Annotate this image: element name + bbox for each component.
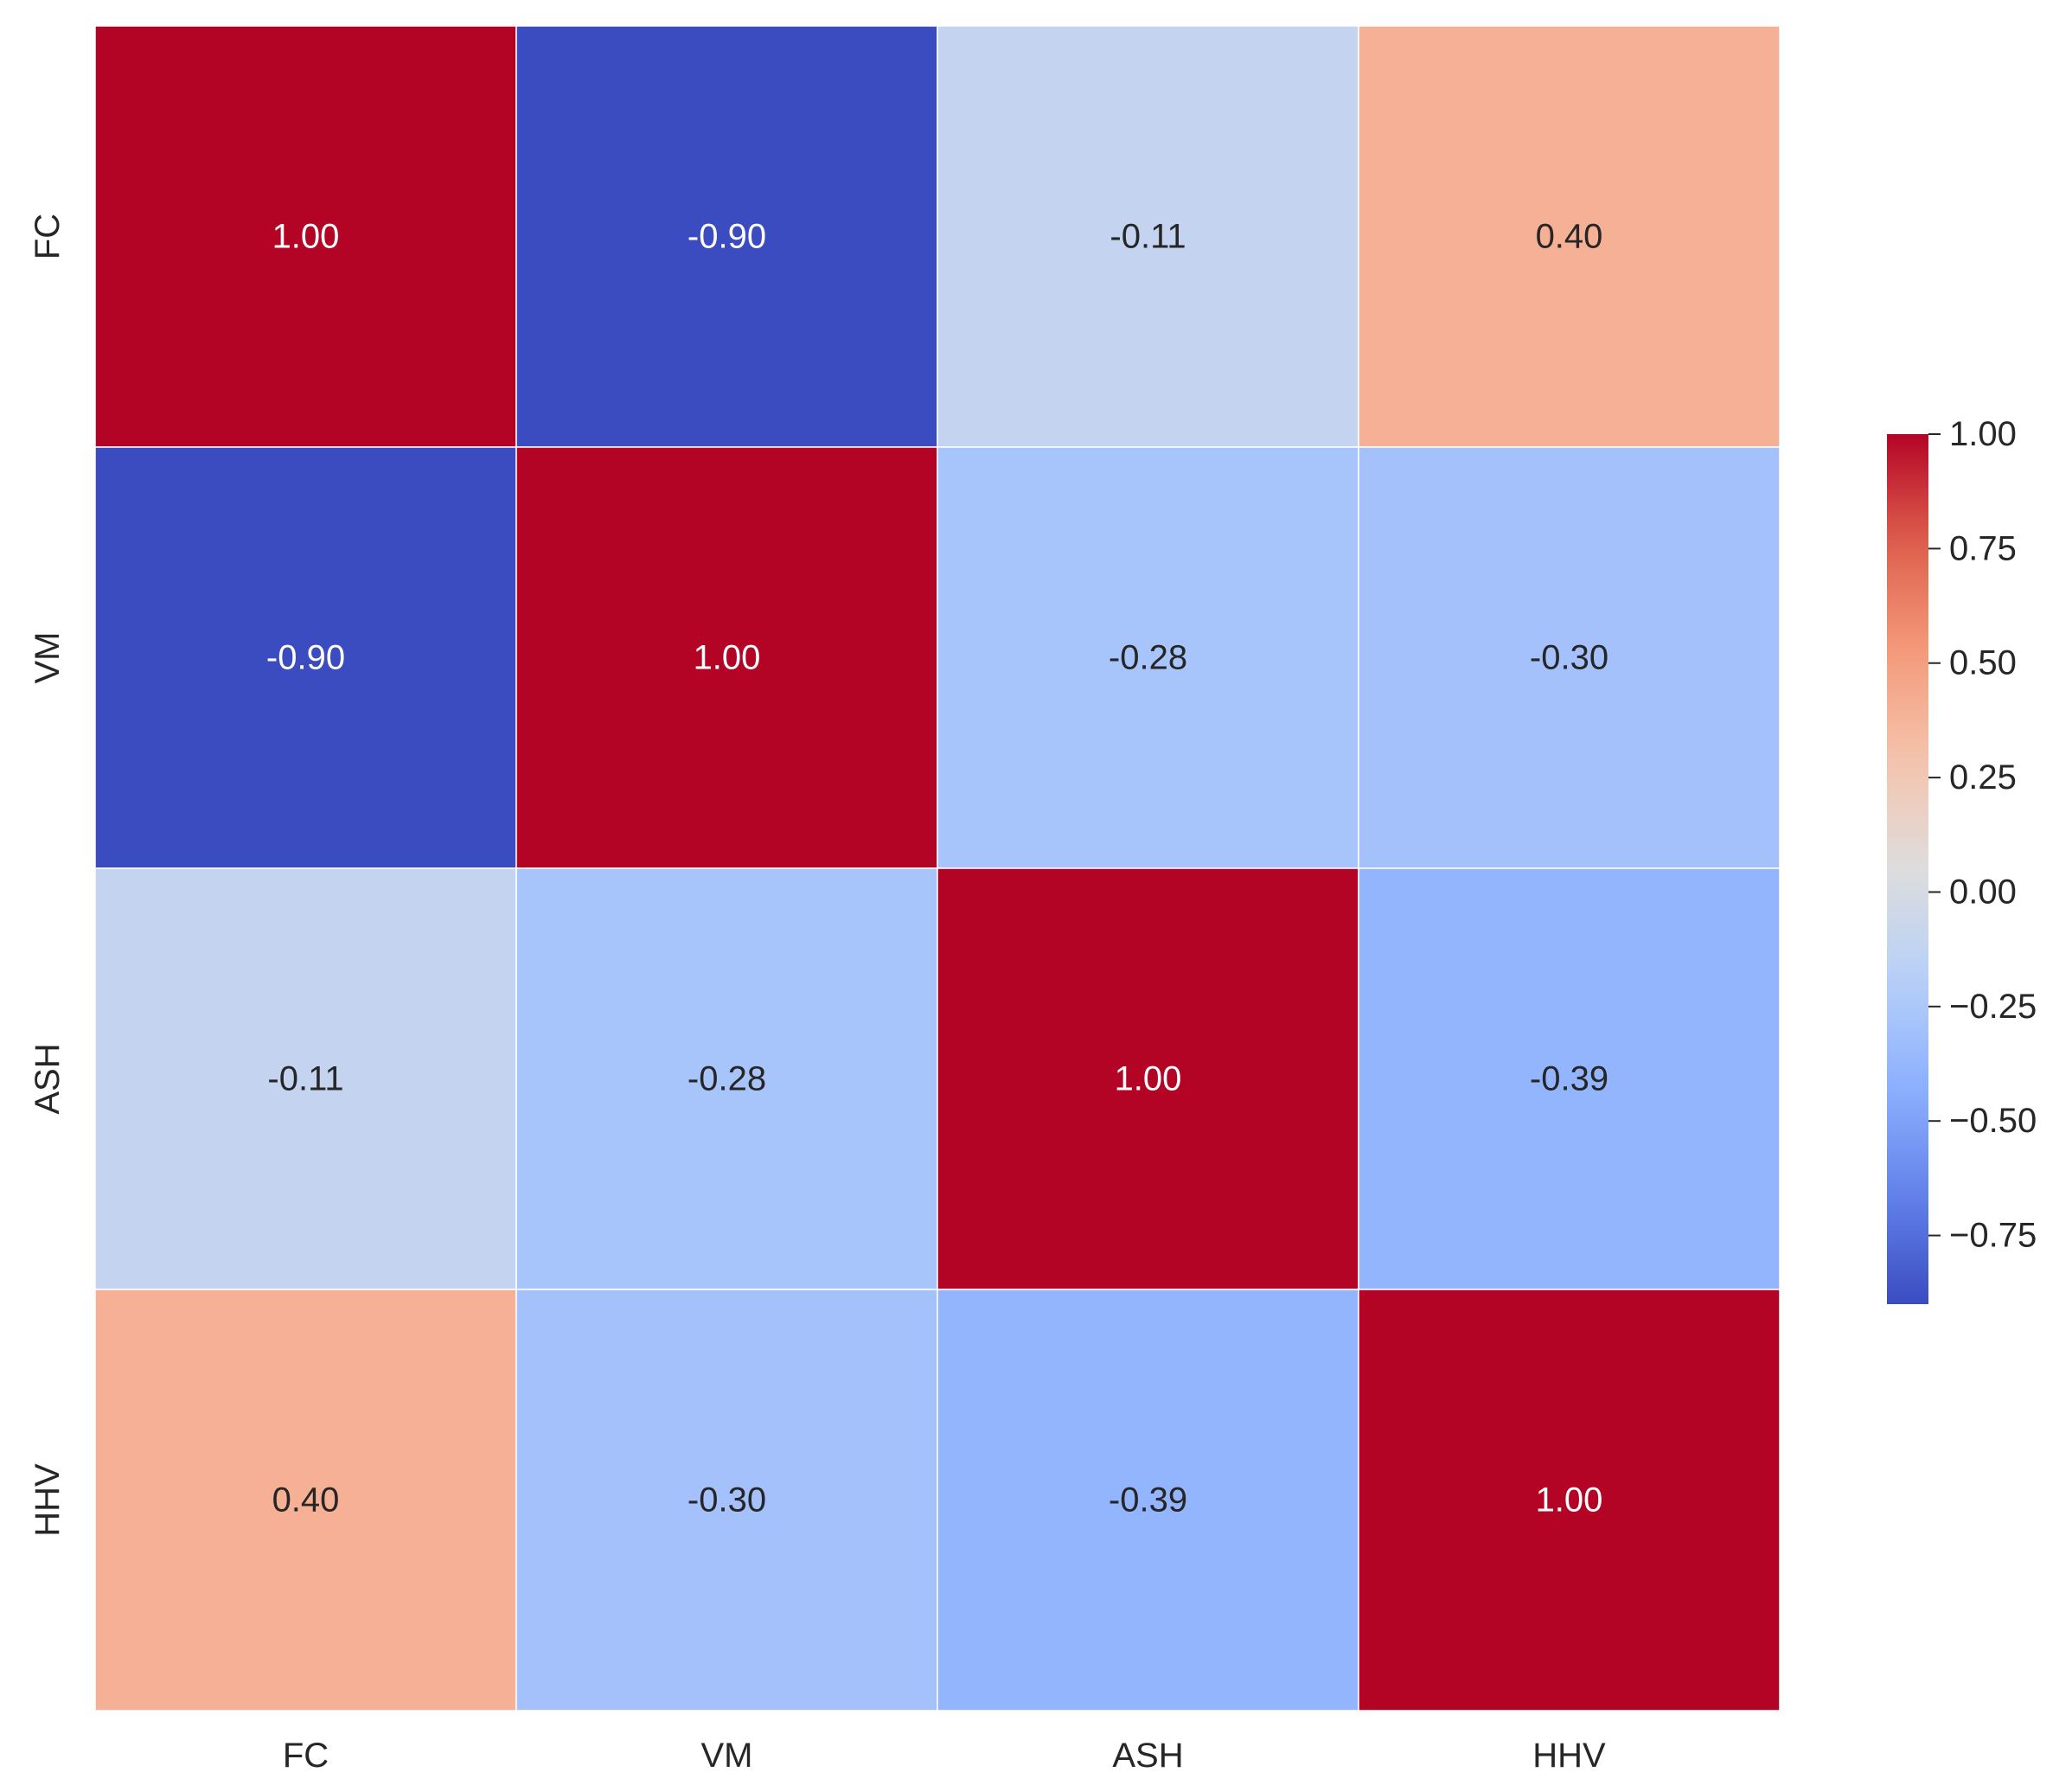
colorbar-tick-label-7: −0.75	[1949, 1217, 2037, 1255]
heatmap-cell-ASH-HHV	[1358, 867, 1781, 1290]
cell-value-HHV-HHV: 1.00	[1536, 1481, 1603, 1519]
y-tick-label-VM: VM	[29, 632, 67, 684]
cell-value-FC-HHV: 0.40	[1536, 218, 1603, 256]
cell-value-HHV-FC: 0.40	[272, 1481, 340, 1519]
cell-value-HHV-ASH: -0.39	[1109, 1481, 1187, 1519]
colorbar-tick-label-3: 0.25	[1949, 758, 2017, 797]
colorbar-tick-label-5: −0.25	[1949, 988, 2037, 1026]
heatmap-cell-VM-FC	[94, 446, 517, 869]
cell-value-VM-HHV: -0.30	[1530, 639, 1608, 677]
heatmap-cell-HHV-HHV	[1358, 1289, 1781, 1711]
heatmap-cell-FC-HHV	[1358, 25, 1781, 448]
cell-value-FC-VM: -0.90	[687, 218, 766, 256]
heatmap-cell-HHV-FC	[94, 1289, 517, 1711]
heatmap-cell-FC-VM	[515, 25, 938, 448]
heatmap-cell-HHV-VM	[515, 1289, 938, 1711]
y-axis-tick-labels: FC VM ASH HHV	[29, 214, 67, 1537]
colorbar-tick-label-1: 0.75	[1949, 529, 2017, 567]
colorbar-tick-label-0: 1.00	[1949, 415, 2017, 453]
cell-value-VM-VM: 1.00	[694, 639, 761, 677]
colorbar: 1.00 0.75 0.50 0.25 0.00 −0.25 −0.50 −0.75	[1887, 415, 2037, 1304]
colorbar-tick-label-6: −0.50	[1949, 1102, 2037, 1140]
cell-value-FC-FC: 1.00	[272, 218, 340, 256]
x-tick-label-FC: FC	[283, 1737, 329, 1775]
heatmap-cell-FC-ASH	[937, 25, 1359, 448]
cell-value-VM-FC: -0.90	[266, 639, 345, 677]
colorbar-ticks: 1.00 0.75 0.50 0.25 0.00 −0.25 −0.50 −0.75	[1928, 415, 2037, 1255]
heatmap-cell-VM-HHV	[1358, 446, 1781, 869]
heatmap-cell-VM-VM	[515, 446, 938, 869]
x-axis-tick-labels: FC VM ASH HHV	[283, 1737, 1606, 1775]
colorbar-tick-label-4: 0.00	[1949, 873, 2017, 911]
y-tick-label-ASH: ASH	[29, 1043, 67, 1114]
heatmap-cell-HHV-ASH	[937, 1289, 1359, 1711]
y-tick-label-FC: FC	[29, 214, 67, 259]
cell-value-FC-ASH: -0.11	[1110, 218, 1186, 256]
colorbar-gradient	[1887, 434, 1928, 1304]
heatmap-cell-FC-FC	[94, 25, 517, 448]
heatmap-cell-ASH-VM	[515, 867, 938, 1290]
cell-value-VM-ASH: -0.28	[1109, 639, 1187, 677]
cell-value-ASH-ASH: 1.00	[1115, 1060, 1182, 1098]
heatmap-cell-VM-ASH	[937, 446, 1359, 869]
colorbar-tick-label-2: 0.50	[1949, 644, 2017, 682]
y-tick-label-HHV: HHV	[29, 1463, 67, 1537]
cell-value-HHV-VM: -0.30	[687, 1481, 766, 1519]
heatmap-cells	[94, 25, 1781, 1711]
x-tick-label-ASH: ASH	[1112, 1737, 1183, 1775]
x-tick-label-VM: VM	[701, 1737, 753, 1775]
cell-value-ASH-HHV: -0.39	[1530, 1060, 1608, 1098]
x-tick-label-HHV: HHV	[1532, 1737, 1606, 1775]
cell-value-ASH-VM: -0.28	[687, 1060, 766, 1098]
cell-annotations: 1.00 -0.90 -0.11 0.40 -0.90 1.00 -0.28 -0.30 -0.…	[266, 218, 1608, 1519]
cell-value-ASH-FC: -0.11	[267, 1060, 343, 1098]
